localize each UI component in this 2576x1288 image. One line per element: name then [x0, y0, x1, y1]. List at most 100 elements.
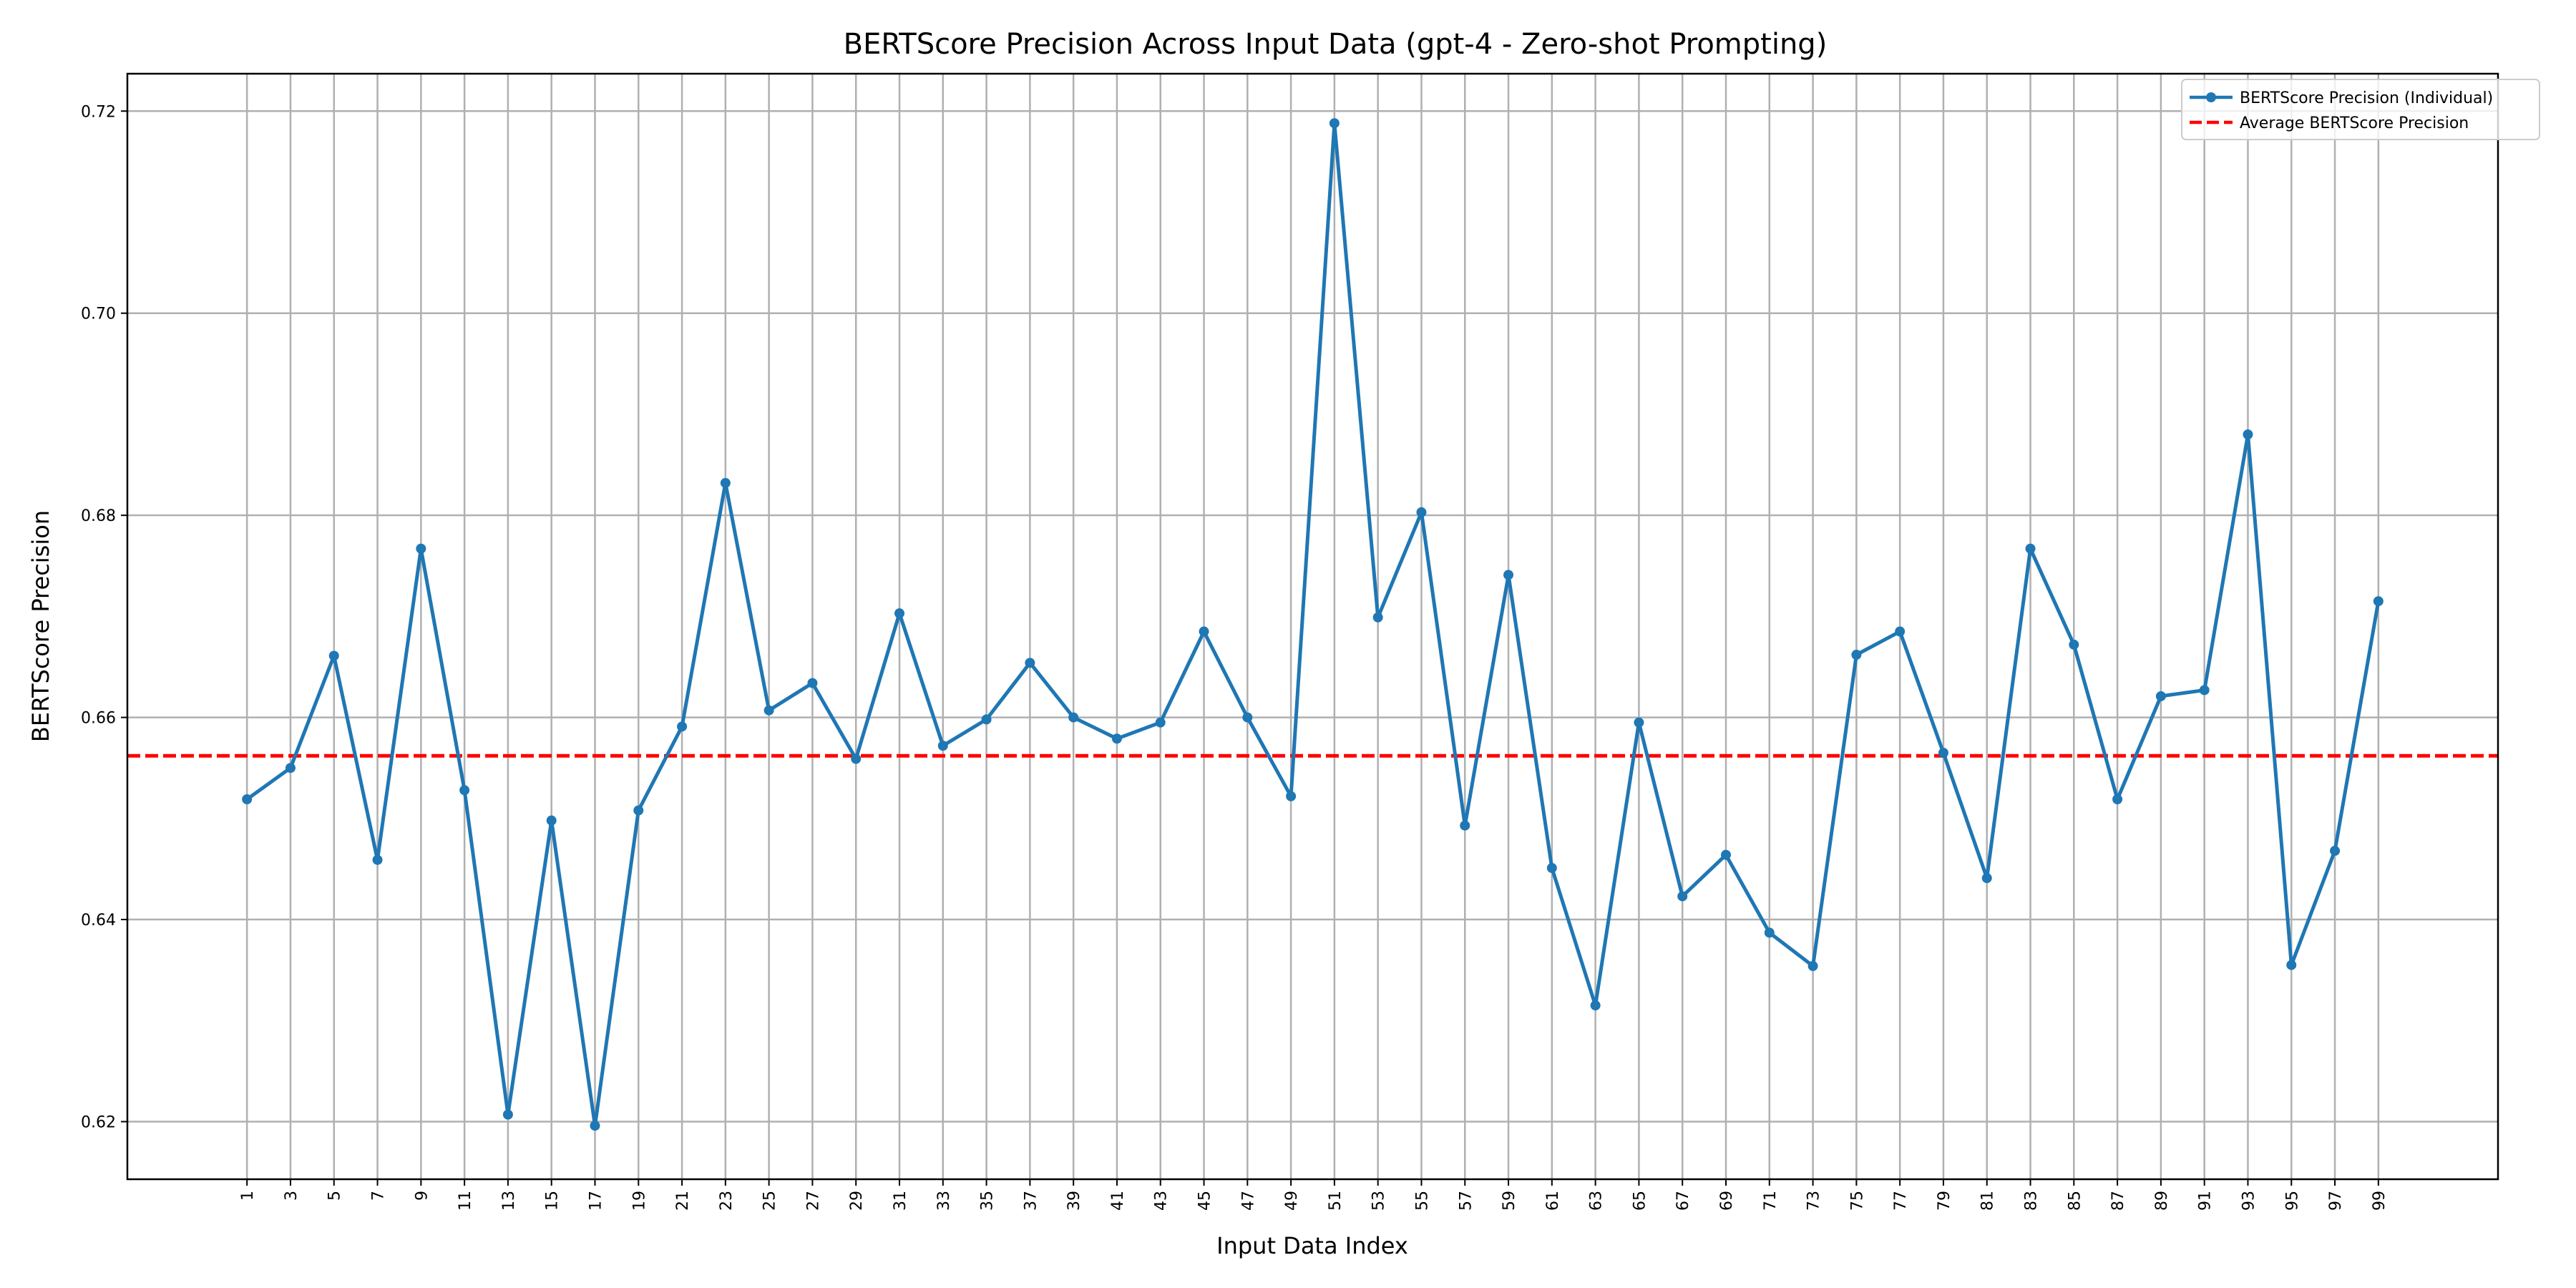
data-point — [937, 741, 948, 751]
data-point — [720, 477, 731, 488]
x-tick-label: 35 — [979, 1191, 997, 1211]
data-point — [1329, 118, 1340, 129]
x-tick-label: 63 — [1588, 1191, 1606, 1211]
x-tick-label: 67 — [1674, 1191, 1692, 1211]
x-tick-label: 99 — [2371, 1191, 2389, 1211]
x-tick-label: 89 — [2153, 1191, 2171, 1211]
series-group — [245, 121, 2381, 1128]
y-tick-label: 0.70 — [81, 306, 116, 323]
x-tick-label: 27 — [804, 1191, 822, 1211]
data-point — [2069, 639, 2079, 650]
legend-label-individual: BERTScore Precision (Individual) — [2240, 89, 2493, 107]
y-tick-label: 0.68 — [81, 507, 116, 525]
data-point — [1460, 820, 1470, 831]
x-tick-label: 55 — [1413, 1191, 1431, 1211]
y-axis-ticks: 0.62 0.64 0.66 0.68 0.70 0.72 — [81, 103, 127, 1132]
x-tick-label: 11 — [457, 1191, 474, 1211]
x-tick-label: 59 — [1501, 1191, 1518, 1211]
data-point — [459, 785, 470, 796]
x-tick-label: 15 — [544, 1191, 562, 1211]
x-axis-label: Input Data Index — [1216, 1232, 1408, 1259]
chart-title: BERTScore Precision Across Input Data (g… — [844, 28, 1828, 61]
x-tick-label: 7 — [370, 1191, 388, 1201]
y-tick-label: 0.64 — [81, 912, 116, 930]
x-tick-label: 61 — [1544, 1191, 1562, 1211]
legend-marker-individual — [2206, 92, 2216, 102]
x-tick-label: 53 — [1370, 1191, 1388, 1211]
x-tick-label: 3 — [283, 1191, 301, 1201]
x-tick-label: 39 — [1065, 1191, 1083, 1211]
x-tick-label: 77 — [1892, 1191, 1910, 1211]
data-point — [1068, 712, 1079, 723]
data-point — [2025, 543, 2036, 554]
y-tick-label: 0.62 — [81, 1114, 116, 1132]
x-tick-label: 41 — [1109, 1191, 1127, 1211]
x-axis-ticks: 1 3 5 7 9 11 13 15 17 19 21 23 25 27 29 31 33 35 37 39 41 43 4… — [239, 1179, 2389, 1211]
data-point — [1025, 658, 1035, 668]
data-point — [2330, 846, 2341, 857]
data-point — [807, 678, 818, 688]
data-point — [1938, 748, 1948, 758]
data-point — [1372, 612, 1383, 623]
x-tick-label: 47 — [1239, 1191, 1257, 1211]
x-tick-label: 95 — [2283, 1191, 2301, 1211]
data-point — [2112, 794, 2123, 804]
data-point — [1416, 507, 1427, 517]
data-point — [1546, 863, 1557, 874]
data-point — [1155, 717, 1166, 728]
x-tick-label: 19 — [630, 1191, 648, 1211]
data-point — [2155, 691, 2166, 701]
data-point — [1720, 849, 1731, 860]
data-point — [851, 753, 862, 764]
grid-lines — [127, 74, 2498, 1179]
data-point — [763, 705, 774, 716]
series-line-individual — [245, 121, 2381, 1128]
data-point — [981, 714, 992, 725]
x-tick-label: 17 — [587, 1191, 605, 1211]
legend-label-average: Average BERTScore Precision — [2240, 114, 2469, 132]
data-point — [1503, 570, 1514, 580]
x-tick-label: 21 — [674, 1191, 692, 1211]
data-point — [1286, 791, 1297, 801]
x-tick-label: 31 — [892, 1191, 909, 1211]
x-tick-label: 75 — [1848, 1191, 1866, 1211]
x-tick-label: 29 — [848, 1191, 866, 1211]
x-tick-label: 49 — [1283, 1191, 1301, 1211]
x-tick-label: 73 — [1805, 1191, 1823, 1211]
data-point — [677, 721, 688, 732]
x-tick-label: 9 — [413, 1191, 431, 1201]
y-tick-label: 0.72 — [81, 103, 116, 121]
x-tick-label: 57 — [1457, 1191, 1475, 1211]
data-point — [633, 805, 644, 816]
data-point — [1199, 626, 1209, 637]
data-point — [1895, 626, 1906, 637]
legend: BERTScore Precision (Individual) Average… — [2181, 79, 2540, 140]
data-markers — [242, 118, 2384, 1131]
x-tick-label: 5 — [326, 1191, 344, 1201]
data-point — [502, 1109, 513, 1120]
x-tick-label: 87 — [2109, 1191, 2127, 1211]
x-tick-label: 37 — [1022, 1191, 1040, 1211]
data-point — [1764, 927, 1775, 938]
x-tick-label: 81 — [1979, 1191, 1997, 1211]
data-point — [1590, 1000, 1601, 1011]
data-point — [1677, 891, 1688, 902]
x-tick-label: 51 — [1327, 1191, 1345, 1211]
x-tick-label: 91 — [2197, 1191, 2215, 1211]
data-point — [1981, 873, 1992, 884]
x-tick-label: 65 — [1631, 1191, 1649, 1211]
data-point — [1111, 733, 1122, 744]
data-point — [2243, 429, 2253, 440]
x-tick-label: 79 — [1936, 1191, 1953, 1211]
x-tick-label: 83 — [2023, 1191, 2041, 1211]
x-tick-label: 71 — [1762, 1191, 1780, 1211]
x-tick-label: 69 — [1718, 1191, 1736, 1211]
data-point — [285, 763, 296, 774]
data-point — [1851, 650, 1862, 660]
data-point — [372, 854, 383, 865]
data-point — [2199, 685, 2210, 696]
x-tick-label: 1 — [239, 1191, 257, 1201]
x-tick-label: 25 — [761, 1191, 779, 1211]
